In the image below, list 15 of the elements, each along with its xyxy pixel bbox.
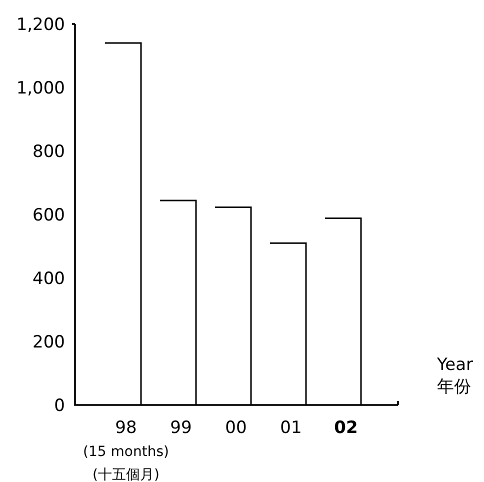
y-tick-label: 200 — [32, 332, 65, 352]
text: (十五個月) — [92, 467, 160, 482]
y-tick-label: 0 — [54, 396, 65, 416]
x-tick-label: 00 — [225, 418, 247, 438]
x-tick-label: 99 — [170, 418, 192, 438]
text: (15 months) — [83, 444, 169, 460]
y-tick-label: 600 — [32, 206, 65, 226]
y-tick-label: 1,200 — [16, 15, 65, 35]
y-tick-label: 400 — [32, 269, 65, 289]
x-axis-title: Year 年份 — [436, 355, 474, 397]
x-tick-label: 01 — [280, 418, 302, 438]
y-tick-label: 800 — [32, 142, 65, 162]
x-tick-label: 02 — [334, 418, 358, 438]
x-tick-label: 98 — [115, 418, 137, 438]
y-tick-label: 1,000 — [16, 78, 65, 98]
